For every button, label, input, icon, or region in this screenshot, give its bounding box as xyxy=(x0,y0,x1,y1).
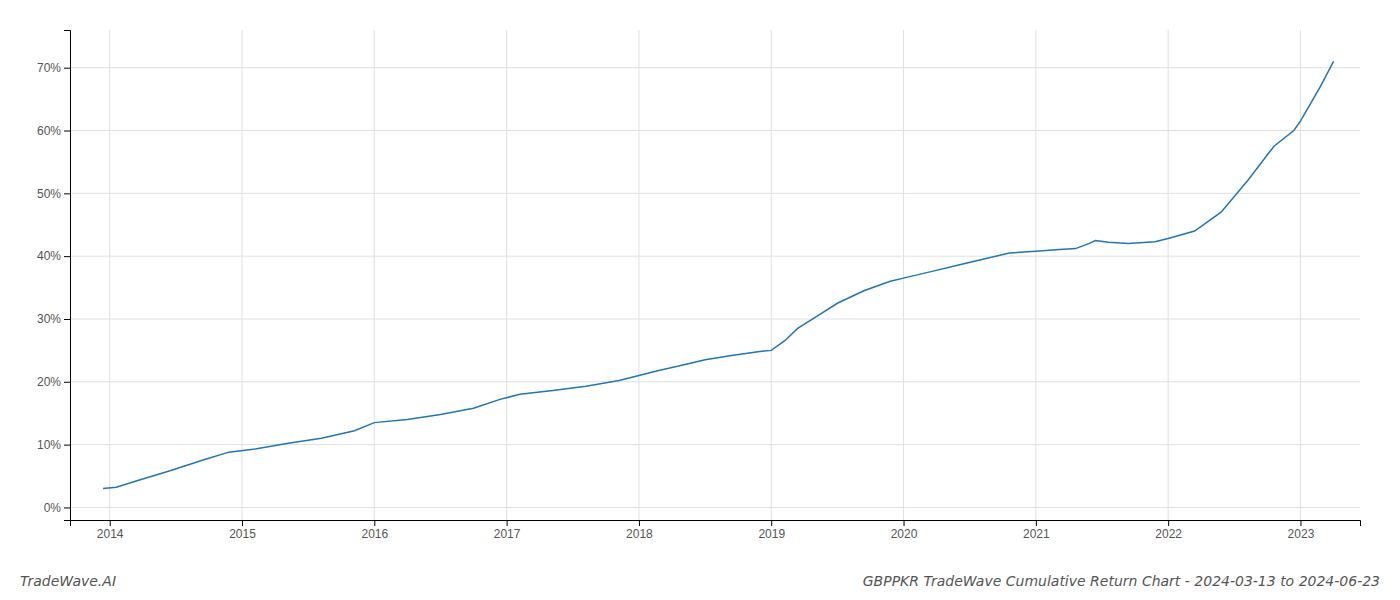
x-tick-label: 2016 xyxy=(361,527,388,541)
grid-line-y xyxy=(70,193,1360,194)
x-tick-mark xyxy=(904,520,905,526)
y-tick-label: 40% xyxy=(37,249,61,263)
y-tick-label: 60% xyxy=(37,124,61,138)
grid xyxy=(70,30,1360,520)
grid-line-y xyxy=(70,318,1360,319)
x-tick: 2016 xyxy=(361,520,388,541)
grid-line-x xyxy=(638,30,639,520)
y-tick-label: 10% xyxy=(37,438,61,452)
grid-line-x xyxy=(1300,30,1301,520)
x-tick: 2023 xyxy=(1288,520,1315,541)
y-tick-label: 30% xyxy=(37,312,61,326)
marks xyxy=(103,61,1333,488)
x-tick-mark xyxy=(1036,520,1037,526)
y-tick: 50% xyxy=(37,187,70,201)
y-tick: 70% xyxy=(37,61,70,75)
y-tick-mark xyxy=(64,445,70,446)
grid-line-x xyxy=(374,30,375,520)
y-tick-mark xyxy=(64,193,70,194)
x-tick-label: 2014 xyxy=(97,527,124,541)
y-tick: 10% xyxy=(37,438,70,452)
x-tick-mark xyxy=(639,520,640,526)
grid-line-x xyxy=(506,30,507,520)
y-tick-label: 70% xyxy=(37,61,61,75)
x-tick: 2019 xyxy=(758,520,785,541)
x-axis-line xyxy=(71,521,1361,527)
grid-line-x xyxy=(771,30,772,520)
x-tick: 2017 xyxy=(494,520,521,541)
y-axis: 0% 10% 20% 30% 40% 50% 60% 70% xyxy=(37,31,71,521)
x-tick-mark xyxy=(242,520,243,526)
x-tick: 2021 xyxy=(1023,520,1050,541)
x-tick-mark xyxy=(507,520,508,526)
x-tick-mark xyxy=(771,520,772,526)
x-tick: 2014 xyxy=(97,520,124,541)
grid-line-y xyxy=(70,130,1360,131)
x-tick-mark xyxy=(374,520,375,526)
y-tick-mark xyxy=(64,507,70,508)
x-tick-mark xyxy=(1168,520,1169,526)
x-tick-label: 2018 xyxy=(626,527,653,541)
y-tick-mark xyxy=(64,256,70,257)
y-tick: 0% xyxy=(44,501,70,515)
grid-line-x xyxy=(242,30,243,520)
x-tick-label: 2015 xyxy=(229,527,256,541)
line xyxy=(103,61,1333,488)
grid-line-y xyxy=(70,381,1360,382)
y-tick-label: 50% xyxy=(37,187,61,201)
title: GBPPKR TradeWave Cumulative Return Chart… xyxy=(863,573,1380,589)
x-tick-label: 2017 xyxy=(494,527,521,541)
annotation: TradeWave.AI xyxy=(20,573,116,589)
x-tick: 2020 xyxy=(891,520,918,541)
y-tick-mark xyxy=(64,68,70,69)
x-tick: 2018 xyxy=(626,520,653,541)
grid-line-x xyxy=(903,30,904,520)
grid-line-x xyxy=(1168,30,1169,520)
x-tick-mark xyxy=(110,520,111,526)
y-tick-label: 0% xyxy=(44,501,62,515)
x-tick-label: 2021 xyxy=(1023,527,1050,541)
x-tick-label: 2019 xyxy=(758,527,785,541)
grid-line-y xyxy=(70,256,1360,257)
y-tick-mark xyxy=(64,382,70,383)
y-tick: 40% xyxy=(37,249,70,263)
y-tick-label: 20% xyxy=(37,375,61,389)
grid-line-x xyxy=(1035,30,1036,520)
grid-line-y xyxy=(70,67,1360,68)
y-tick: 30% xyxy=(37,312,70,326)
x-tick-label: 2022 xyxy=(1155,527,1182,541)
y-tick-mark xyxy=(64,131,70,132)
grid-line-x xyxy=(109,30,110,520)
grid-line-y xyxy=(70,444,1360,445)
x-tick-mark xyxy=(1300,520,1301,526)
y-tick: 60% xyxy=(37,124,70,138)
chart: 2014 2015 2016 2017 2018 2019 2020 2021 2022 2023… xyxy=(0,0,1400,600)
x-tick-label: 2023 xyxy=(1288,527,1315,541)
plot: 2014 2015 2016 2017 2018 2019 2020 2021 2022 2023… xyxy=(37,30,1361,541)
x-axis: 2014 2015 2016 2017 2018 2019 2020 2021 2022 2023 xyxy=(71,520,1361,541)
x-tick-label: 2020 xyxy=(891,527,918,541)
y-tick-mark xyxy=(64,319,70,320)
y-tick: 20% xyxy=(37,375,70,389)
y-axis-line xyxy=(64,31,71,521)
grid-line-y xyxy=(70,507,1360,508)
x-tick: 2015 xyxy=(229,520,256,541)
x-tick: 2022 xyxy=(1155,520,1182,541)
